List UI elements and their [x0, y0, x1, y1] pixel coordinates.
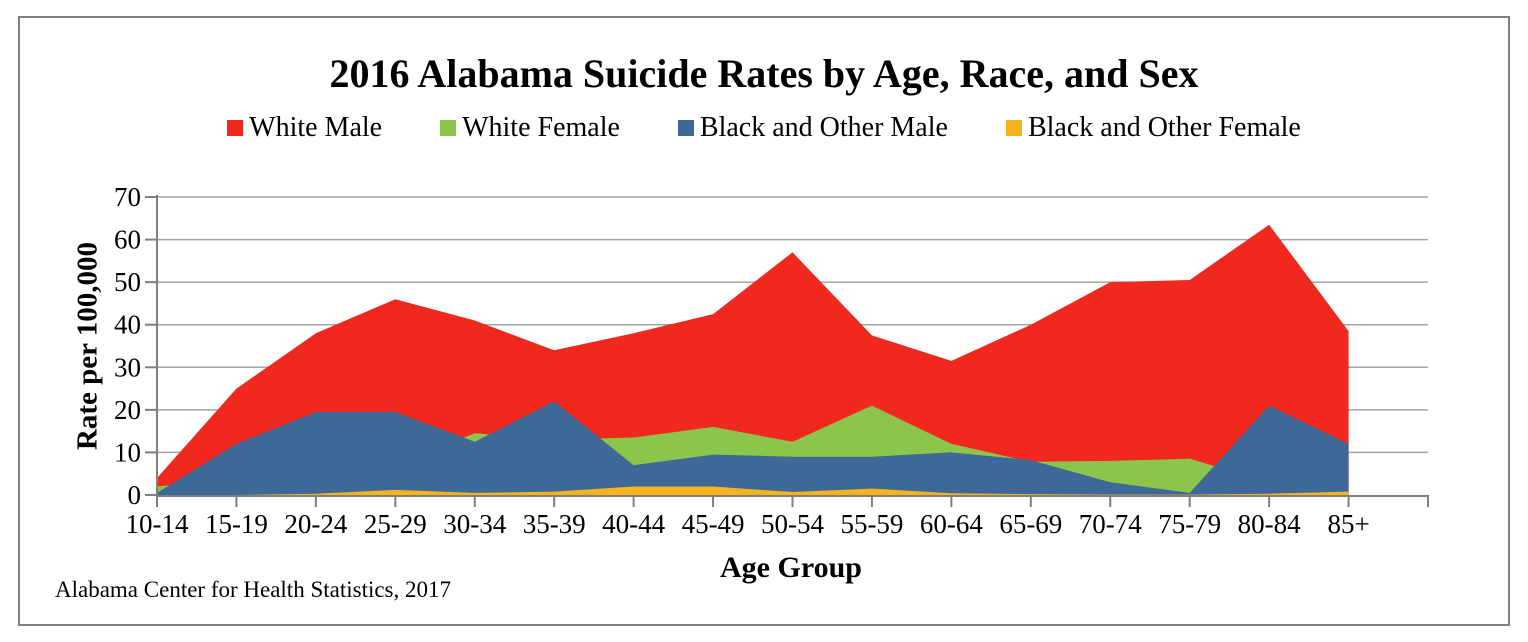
legend: White Male White Female Black and Other Ma… — [0, 112, 1528, 144]
legend-swatch-icon — [677, 120, 694, 136]
legend-label: Black and Other Female — [1027, 112, 1301, 143]
x-tick-label: 25-29 — [364, 509, 427, 539]
x-tick-label: 30-34 — [443, 509, 506, 539]
x-tick-label: 55-59 — [840, 509, 903, 539]
area-white-male — [157, 224, 1349, 495]
legend-swatch-icon — [227, 120, 244, 136]
x-tick-label: 75-79 — [1158, 509, 1221, 539]
x-tick-label: 85+ — [1327, 509, 1369, 539]
legend-item-black-and-other-female: Black and Other Female — [1005, 112, 1301, 144]
y-tick-label: 70 — [114, 182, 141, 212]
y-axis-title: Rate per 100,000 — [71, 241, 104, 451]
legend-label: Black and Other Male — [699, 112, 948, 143]
x-tick-label: 20-24 — [284, 509, 347, 539]
legend-item-white-male: White Male — [227, 112, 382, 144]
y-tick-label: 30 — [114, 352, 141, 382]
legend-label: White Male — [249, 112, 383, 143]
x-tick-label: 60-64 — [920, 509, 983, 539]
legend-swatch-icon — [1005, 120, 1022, 136]
area-black-and-other-male — [157, 401, 1349, 495]
figure-border — [18, 16, 1510, 626]
area-black-and-other-female — [157, 486, 1349, 495]
x-tick-label: 50-54 — [761, 509, 824, 539]
x-tick-label: 45-49 — [682, 509, 745, 539]
x-tick-label: 80-84 — [1238, 509, 1301, 539]
y-tick-label: 50 — [114, 267, 141, 297]
y-tick-label: 10 — [114, 437, 141, 467]
x-tick-label: 35-39 — [523, 509, 586, 539]
x-tick-label: 65-69 — [999, 509, 1062, 539]
y-tick-label: 20 — [114, 395, 141, 425]
x-tick-label: 15-19 — [205, 509, 268, 539]
legend-swatch-icon — [440, 120, 457, 136]
y-tick-label: 40 — [114, 310, 141, 340]
legend-item-black-and-other-male: Black and Other Male — [677, 112, 948, 144]
y-tick-label: 60 — [114, 225, 141, 255]
x-tick-label: 40-44 — [602, 509, 665, 539]
chart-title: 2016 Alabama Suicide Rates by Age, Race,… — [329, 51, 1199, 96]
legend-label: White Female — [462, 112, 620, 143]
y-tick-label: 0 — [128, 480, 142, 510]
x-axis-title: Age Group — [720, 551, 862, 584]
source-note: Alabama Center for Health Statistics, 20… — [55, 577, 452, 602]
legend-item-white-female: White Female — [440, 112, 620, 144]
x-tick-label: 70-74 — [1079, 509, 1142, 539]
x-tick-label: 10-14 — [126, 509, 189, 539]
